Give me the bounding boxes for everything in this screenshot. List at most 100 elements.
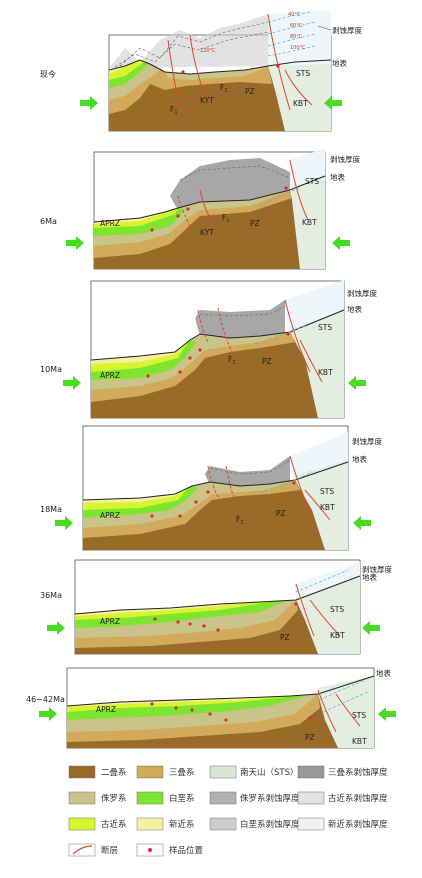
- eroded-section: [195, 300, 285, 340]
- fault-line: [217, 307, 233, 353]
- legend-label: 断层: [101, 845, 118, 856]
- strata-jurassic-east: [165, 66, 268, 80]
- sample-point: [198, 348, 202, 352]
- legend-label: 南天山（STS）: [240, 767, 298, 778]
- sample-point: [188, 356, 192, 360]
- fault-line: [199, 189, 215, 225]
- erosion-envelope: [119, 21, 269, 67]
- sample-point: [186, 207, 190, 211]
- label-erosion: 剥蚀厚度: [362, 564, 392, 574]
- compression-arrow-left: [39, 707, 57, 721]
- legend-swatch: [209, 765, 237, 779]
- surface-line: [90, 309, 345, 361]
- sample-point: [190, 708, 194, 712]
- label-aprz: APRZ: [96, 705, 116, 714]
- legend-swatch: [136, 817, 164, 831]
- label-surface: 地表: [376, 668, 391, 678]
- fault-line: [295, 583, 315, 637]
- compression-arrow-left: [80, 96, 98, 110]
- label-pz: PZ: [262, 357, 272, 366]
- surface-line: [74, 575, 361, 615]
- stage-label: 6Ma: [40, 217, 57, 226]
- sample-point: [284, 186, 288, 190]
- label-kbt: KBT: [320, 503, 335, 512]
- label-pz: PZ: [245, 87, 255, 96]
- label-f1: F1: [170, 105, 178, 116]
- sample-point: [276, 64, 280, 68]
- legend-swatch: [68, 765, 96, 779]
- legend-swatch: [68, 817, 96, 831]
- sample-point: [202, 624, 206, 628]
- isotherm: [259, 471, 313, 493]
- compression-arrow-left: [47, 621, 65, 635]
- stage-46-42ma: 46~42Ma APRZ 地表 STS KBT PZ: [26, 667, 396, 749]
- legend-label: 新近系剥蚀厚度: [328, 819, 388, 830]
- compression-arrow-right: [362, 621, 380, 635]
- label-surface: 地表: [332, 58, 347, 68]
- temp-label: 100°C: [290, 45, 306, 51]
- strata-neogene: [109, 61, 138, 74]
- sample-point: [176, 214, 180, 218]
- fault-line: [189, 34, 206, 96]
- compression-arrow-left: [66, 236, 84, 250]
- erosion-envelope: [179, 165, 291, 181]
- compression-arrow-right: [332, 236, 350, 250]
- legend-label: 三叠系剥蚀厚度: [328, 767, 388, 778]
- fault-line: [289, 455, 313, 517]
- legend-label: 古近系: [101, 819, 127, 830]
- strata-permian: [91, 332, 318, 418]
- stage-36ma: 36Ma APRZ 剥蚀厚度 地表 STS KBT PZ: [40, 559, 392, 655]
- surface-line: [108, 59, 332, 75]
- sts-eroded: [290, 432, 348, 476]
- erosion-envelope: [114, 31, 269, 68]
- fault-line: [289, 159, 309, 221]
- sample-point: [206, 490, 210, 494]
- label-kbt: KBT: [318, 368, 333, 377]
- label-erosion: 剥蚀厚度: [330, 154, 360, 164]
- sts-eroded: [295, 562, 360, 598]
- fault-line: [335, 693, 361, 727]
- legend-label: 样品位置: [169, 845, 204, 856]
- sample-point: [224, 718, 228, 722]
- label-kbt: KBT: [293, 99, 308, 108]
- isotherm: [319, 679, 367, 701]
- surface-line: [82, 461, 349, 501]
- stage-label: 36Ma: [40, 591, 62, 600]
- label-f1: F1: [236, 515, 244, 526]
- sample-symbol: [148, 848, 152, 852]
- compression-arrow-right: [378, 707, 396, 721]
- label-pz: PZ: [276, 509, 286, 518]
- sample-point: [308, 716, 312, 720]
- stage-label: 10Ma: [40, 365, 62, 374]
- sample-point: [292, 481, 296, 485]
- temp-label: 40°C: [288, 12, 301, 18]
- legend-swatch: [209, 817, 237, 831]
- label-surface: 地表: [347, 304, 362, 314]
- legend: 二叠系 三叠系 南天山（STS） 三叠系剥蚀厚度 侏罗系 白垩系 侏罗系剥蚀厚度…: [68, 765, 388, 857]
- fault-line: [197, 309, 209, 343]
- sample-point: [294, 602, 298, 606]
- fault-line: [207, 465, 221, 501]
- legend-swatch: [68, 791, 96, 805]
- sts-eroded: [290, 148, 325, 186]
- fault-line: [284, 69, 313, 106]
- stage-label: 现今: [40, 69, 56, 79]
- label-f1b: F1: [220, 83, 228, 94]
- label-kbt: KBT: [352, 737, 367, 746]
- strata-cretaceous: [109, 60, 148, 88]
- sample-point: [178, 514, 182, 518]
- stage-present: 现今 40°C 60°C 80°C 100°C 120°C: [40, 10, 362, 132]
- label-aprz: APRZ: [100, 617, 120, 626]
- stage-18ma: 18Ma APRZ 剥蚀厚度 地表 STS KBT PZ F1: [40, 425, 382, 551]
- label-erosion: 剥蚀厚度: [352, 436, 382, 446]
- strata-paleogene: [109, 60, 144, 80]
- sample-point: [146, 374, 150, 378]
- legend-swatch: [297, 791, 325, 805]
- sample-point: [216, 628, 220, 632]
- strata-jurassic: [83, 480, 295, 528]
- label-erosion: 剥蚀厚度: [347, 288, 377, 298]
- label-kyt: KYT: [200, 96, 214, 105]
- fault-line: [267, 13, 291, 111]
- sample-point: [176, 620, 180, 624]
- compression-arrow-right: [348, 376, 366, 390]
